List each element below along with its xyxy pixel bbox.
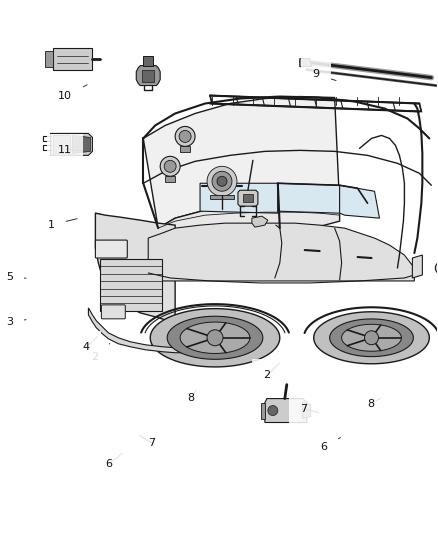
Polygon shape [200, 183, 278, 213]
Circle shape [364, 331, 378, 345]
Polygon shape [265, 399, 307, 423]
Text: 6: 6 [320, 438, 340, 452]
Text: 10: 10 [58, 85, 87, 101]
Text: 3: 3 [6, 317, 26, 327]
Circle shape [175, 126, 195, 147]
Polygon shape [330, 319, 413, 357]
Circle shape [164, 160, 176, 172]
Text: 1: 1 [47, 219, 77, 230]
Polygon shape [339, 185, 379, 218]
Polygon shape [435, 260, 438, 277]
Polygon shape [210, 195, 234, 199]
Text: 11: 11 [58, 144, 81, 155]
Polygon shape [314, 312, 429, 364]
Polygon shape [100, 259, 162, 311]
Polygon shape [50, 133, 92, 155]
FancyBboxPatch shape [101, 305, 125, 319]
Polygon shape [150, 309, 280, 367]
Text: 2: 2 [264, 363, 279, 381]
Text: 8: 8 [187, 390, 196, 403]
Polygon shape [95, 203, 339, 231]
Text: 8: 8 [367, 398, 381, 409]
Circle shape [212, 171, 232, 191]
Text: 6: 6 [106, 454, 122, 469]
Text: 9: 9 [312, 69, 336, 80]
Polygon shape [300, 59, 312, 67]
Circle shape [207, 330, 223, 346]
Text: 7: 7 [300, 404, 318, 414]
Polygon shape [342, 324, 401, 351]
Polygon shape [88, 308, 185, 353]
Polygon shape [53, 135, 71, 154]
Polygon shape [413, 255, 422, 278]
Polygon shape [261, 402, 265, 418]
Text: 4: 4 [82, 337, 98, 352]
Polygon shape [148, 223, 414, 281]
Polygon shape [180, 147, 190, 152]
Polygon shape [143, 55, 153, 66]
Polygon shape [278, 183, 339, 213]
Circle shape [160, 156, 180, 176]
Polygon shape [303, 402, 311, 418]
Circle shape [179, 131, 191, 142]
Polygon shape [72, 135, 90, 154]
Circle shape [207, 166, 237, 196]
Text: 5: 5 [6, 272, 26, 282]
Polygon shape [143, 96, 339, 228]
Polygon shape [243, 194, 253, 202]
Text: 2: 2 [91, 344, 110, 362]
Text: 7: 7 [140, 435, 155, 448]
Circle shape [217, 176, 227, 186]
Polygon shape [95, 213, 175, 321]
Circle shape [268, 406, 278, 416]
Polygon shape [142, 70, 154, 82]
Polygon shape [167, 316, 263, 359]
Polygon shape [45, 51, 53, 67]
Polygon shape [252, 216, 268, 227]
Polygon shape [136, 66, 160, 86]
Polygon shape [165, 176, 175, 182]
FancyBboxPatch shape [95, 240, 127, 258]
Polygon shape [180, 322, 250, 353]
Polygon shape [238, 190, 258, 206]
Polygon shape [53, 47, 92, 70]
